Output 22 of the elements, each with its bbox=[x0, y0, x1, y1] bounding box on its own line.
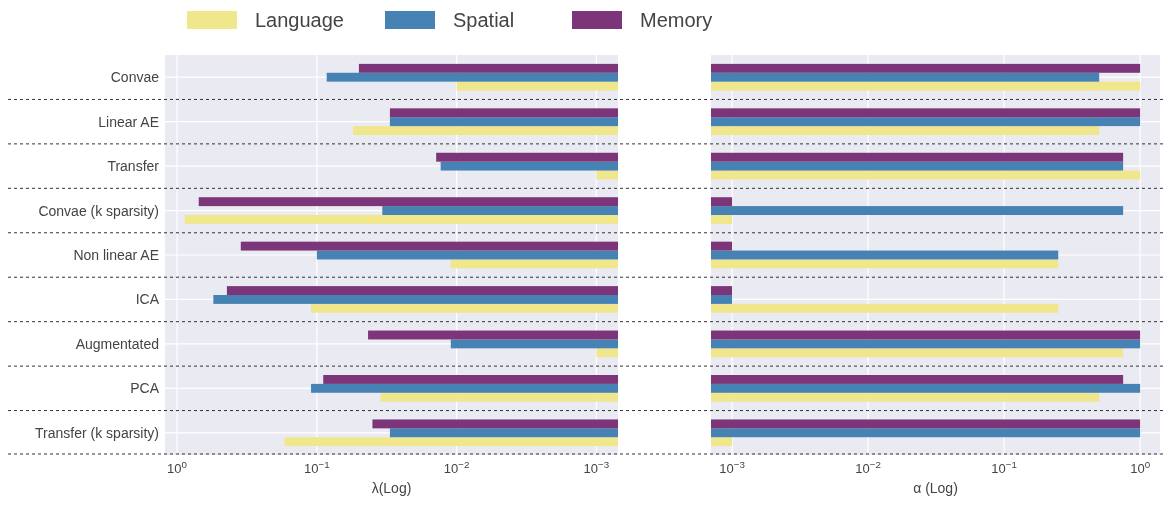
x-tick-label: 10$^{−2}$ bbox=[443, 458, 470, 476]
y-tick-label: Convae (k sparsity) bbox=[38, 202, 159, 219]
legend-label: Language bbox=[255, 9, 344, 31]
y-tick-label: Linear AE bbox=[98, 113, 159, 130]
x-tick-label: 10$^{0}$ bbox=[1130, 458, 1151, 476]
x-tick-label: 10$^{−1}$ bbox=[304, 458, 330, 476]
x-tick-label: 10$^{−3}$ bbox=[719, 458, 745, 476]
x-tick-label: 10$^{0}$ bbox=[167, 458, 188, 476]
y-tick-label: ICA bbox=[135, 291, 160, 308]
y-tick-label: Convae bbox=[110, 69, 160, 86]
legend-label: Memory bbox=[640, 9, 713, 31]
x-tick-label: 10$^{−2}$ bbox=[855, 458, 881, 476]
x-axis-title: α (Log) bbox=[913, 480, 958, 496]
y-tick-label: Transfer bbox=[107, 158, 160, 175]
x-tick-label: 10$^{−1}$ bbox=[991, 458, 1017, 476]
y-tick-label: Transfer (k sparsity) bbox=[35, 424, 159, 441]
y-tick-label: PCA bbox=[130, 380, 160, 397]
y-tick-label: Augmentated bbox=[75, 335, 159, 352]
legend-label: Spatial bbox=[453, 9, 515, 31]
x-tick-label: 10$^{−3}$ bbox=[583, 458, 610, 476]
x-axis-title: λ(Log) bbox=[371, 480, 412, 496]
y-tick-label: Non linear AE bbox=[73, 247, 159, 263]
